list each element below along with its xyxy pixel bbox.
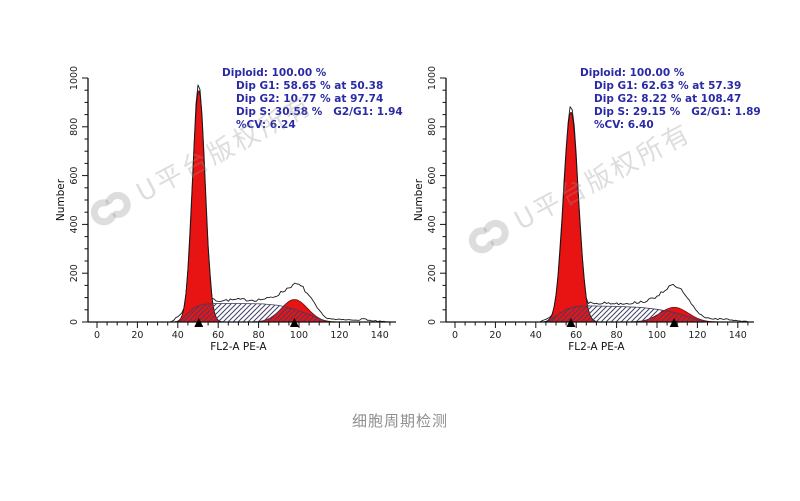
y-tick-label: 600 (427, 167, 438, 185)
y-tick-label: 0 (427, 319, 438, 325)
marker-triangle (289, 318, 299, 327)
histogram-svg-right: 0 20 40 60 80 100 120 140 0 200 400 600 800 1000 FL2-A… (413, 66, 754, 353)
peak-markers (566, 318, 679, 327)
fit-statistics-left: Diploid: 100.00 % Dip G1: 58.65 % at 50.3… (222, 67, 403, 132)
fit-statistic-line: Dip G2: 10.77 % at 97.74 (236, 93, 384, 105)
fit-statistic-line: Dip G1: 58.65 % at 50.38 (236, 80, 384, 92)
x-tick-label: 80 (253, 330, 265, 341)
g1-peak (170, 90, 228, 323)
raw-data-trace (169, 84, 392, 323)
cell-cycle-histogram-left: 0 20 40 60 80 100 120 140 0 200 400 600 800 1000 FL2-A… (50, 55, 403, 355)
histogram-svg-left: 0 20 40 60 80 100 120 140 0 200 400 600 800 1000 FL2-A… (55, 66, 396, 353)
figure-caption: 细胞周期检测 (351, 412, 448, 430)
y-tick-label: 600 (69, 167, 80, 185)
raw-data-trace (539, 106, 750, 323)
x-tick-label: 20 (131, 330, 143, 341)
x-tick-label: 120 (330, 330, 348, 341)
y-tick-label: 800 (69, 118, 80, 136)
x-axis-label: FL2-A PE-A (568, 341, 625, 353)
fit-statistic-line: Diploid: 100.00 % (580, 67, 685, 79)
fit-statistic-line: Dip G2: 8.22 % at 108.47 (594, 93, 742, 105)
x-tick-label: 0 (452, 330, 458, 341)
x-tick-label: 80 (611, 330, 623, 341)
x-tick-label: 0 (94, 330, 100, 341)
y-tick-label: 200 (69, 264, 80, 282)
fit-statistic-line: %CV: 6.40 (594, 119, 654, 131)
x-tick-label: 20 (489, 330, 501, 341)
y-axis-label: Number (55, 178, 67, 221)
fit-statistic-line: Diploid: 100.00 % (222, 67, 327, 79)
y-tick-label: 800 (427, 118, 438, 136)
y-tick-label: 200 (427, 264, 438, 282)
fit-statistics-right: Diploid: 100.00 % Dip G1: 62.63 % at 57.3… (580, 67, 761, 132)
x-tick-label: 100 (648, 330, 666, 341)
x-axis-label: FL2-A PE-A (210, 341, 267, 353)
y-tick-label: 400 (69, 215, 80, 233)
x-tick-label: 140 (371, 330, 389, 341)
g1-peak (537, 112, 605, 323)
y-axis-label: Number (413, 178, 425, 221)
cell-cycle-histogram-right: 0 20 40 60 80 100 120 140 0 200 400 600 800 1000 FL2-A… (408, 55, 761, 355)
y-tick-label: 0 (69, 319, 80, 325)
x-tick-label: 60 (570, 330, 582, 341)
marker-triangle (669, 318, 679, 327)
fit-statistic-line: Dip S: 30.58 % G2/G1: 1.94 (236, 106, 403, 118)
peak-markers (194, 318, 299, 327)
x-tick-label: 60 (212, 330, 224, 341)
marker-triangle (566, 318, 576, 327)
y-tick-label: 400 (427, 215, 438, 233)
x-tick-label: 40 (530, 330, 542, 341)
y-tick-label: 1000 (69, 66, 80, 90)
y-tick-label: 1000 (427, 66, 438, 90)
fit-statistic-line: Dip G1: 62.63 % at 57.39 (594, 80, 742, 92)
fit-statistic-line: Dip S: 29.15 % G2/G1: 1.89 (594, 106, 761, 118)
s-phase-region (546, 305, 706, 323)
x-tick-label: 120 (688, 330, 706, 341)
x-tick-label: 40 (172, 330, 184, 341)
s-phase-region (178, 303, 328, 323)
axes: 0 20 40 60 80 100 120 140 0 200 400 600 800 1000 (69, 66, 396, 341)
fit-statistic-line: %CV: 6.24 (236, 119, 296, 131)
marker-triangle (194, 318, 204, 327)
axes: 0 20 40 60 80 100 120 140 0 200 400 600 800 1000 (427, 66, 754, 341)
x-tick-label: 140 (729, 330, 747, 341)
x-tick-label: 100 (290, 330, 308, 341)
